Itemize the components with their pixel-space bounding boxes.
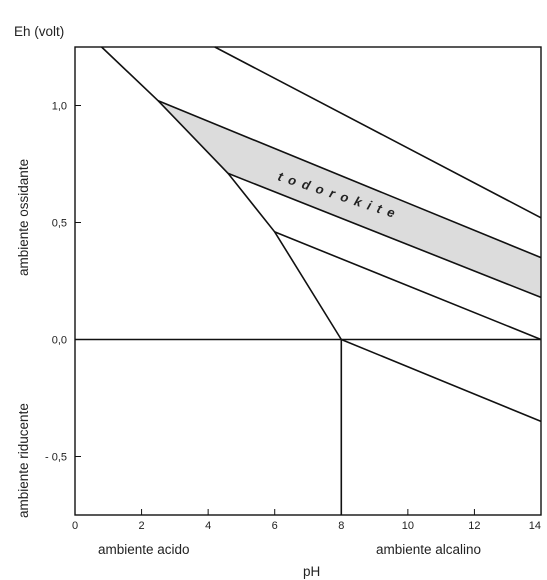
y-tick-label: 1,0 — [52, 101, 67, 113]
boundary-line-2 — [214, 46, 542, 219]
y-axis-title: Eh (volt) — [14, 24, 64, 39]
y-tick-label: 0,5 — [52, 218, 67, 230]
x-tick-label: 4 — [205, 520, 211, 532]
y-label-reducing: ambiente riducente — [16, 403, 31, 518]
boundary-lines — [75, 46, 542, 515]
boundary-line-5 — [274, 231, 542, 341]
x-label-acidic: ambiente acido — [98, 542, 190, 557]
x-tick-label: 6 — [272, 520, 278, 532]
x-tick-label: 14 — [529, 520, 541, 532]
boundary-line-3 — [157, 100, 542, 259]
x-axis-title: pH — [303, 564, 320, 579]
x-tick-label: 10 — [402, 520, 414, 532]
x-tick-label: 8 — [338, 520, 344, 532]
x-tick-label: 2 — [139, 520, 145, 532]
axis-ticks: 0 2 4 6 8 10 12 14 1,0 0,5 0,0 - 0,5 — [45, 101, 542, 532]
plot-frame — [74, 46, 542, 516]
y-tick-label: - 0,5 — [45, 452, 67, 464]
x-tick-label: 12 — [468, 520, 480, 532]
x-label-alkaline: ambiente alcalino — [376, 542, 481, 557]
boundary-line-6 — [340, 338, 542, 423]
y-tick-label: 0,0 — [52, 335, 67, 347]
boundary-line-4 — [227, 172, 542, 299]
todorokite-stability-band — [158, 100, 541, 298]
x-tick-label: 0 — [72, 520, 78, 532]
y-label-oxidizing: ambiente ossidante — [16, 159, 31, 276]
